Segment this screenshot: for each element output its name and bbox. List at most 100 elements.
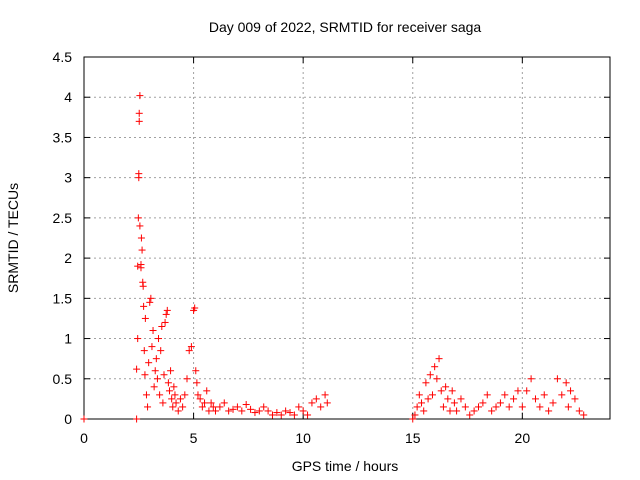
- x-tick-label: 20: [515, 430, 531, 446]
- data-point: [141, 371, 149, 379]
- data-point: [203, 387, 211, 395]
- data-point: [321, 391, 329, 399]
- data-point: [442, 383, 450, 391]
- data-point: [457, 395, 465, 403]
- data-point: [411, 411, 419, 419]
- data-point: [162, 310, 170, 318]
- plot-frame: [83, 56, 611, 420]
- data-point: [135, 170, 143, 178]
- data-point: [450, 399, 458, 407]
- data-point: [242, 401, 250, 409]
- data-point: [140, 302, 148, 310]
- data-point: [514, 387, 522, 395]
- data-point: [171, 391, 179, 399]
- data-point: [196, 395, 204, 403]
- data-point: [165, 387, 173, 395]
- x-axis-label: GPS time / hours: [292, 458, 399, 474]
- data-point: [142, 391, 150, 399]
- data-point: [133, 365, 141, 373]
- y-axis-label: SRMTID / TECUs: [5, 183, 21, 293]
- data-point: [159, 399, 167, 407]
- data-point: [424, 395, 432, 403]
- data-point: [251, 409, 259, 417]
- data-point: [160, 371, 168, 379]
- data-point: [299, 407, 307, 415]
- data-point: [187, 343, 195, 351]
- data-point: [282, 407, 290, 415]
- data-point: [194, 391, 202, 399]
- data-point: [216, 403, 224, 411]
- data-point: [170, 383, 178, 391]
- data-point: [134, 214, 142, 222]
- data-point: [277, 411, 285, 419]
- data-point: [426, 371, 434, 379]
- y-tick-label: 2.5: [53, 210, 73, 226]
- data-point: [492, 403, 500, 411]
- y-tick-label: 0: [64, 411, 72, 427]
- data-point: [453, 407, 461, 415]
- data-point: [575, 407, 583, 415]
- data-point: [155, 335, 163, 343]
- data-point: [145, 359, 153, 367]
- data-point: [201, 399, 209, 407]
- data-point: [198, 403, 206, 411]
- data-point: [518, 403, 526, 411]
- data-point: [220, 399, 228, 407]
- data-point: [461, 403, 469, 411]
- data-point: [422, 379, 430, 387]
- data-point: [523, 387, 531, 395]
- data-point: [150, 383, 158, 391]
- data-point: [147, 294, 155, 302]
- data-point: [273, 409, 281, 417]
- data-point: [317, 403, 325, 411]
- data-point: [413, 403, 421, 411]
- data-point: [212, 407, 219, 415]
- x-tick-label: 10: [295, 430, 311, 446]
- data-point: [580, 411, 588, 419]
- data-point: [418, 399, 426, 407]
- data-point: [133, 415, 141, 423]
- data-point: [167, 367, 175, 375]
- data-point: [153, 375, 161, 383]
- data-point: [163, 306, 171, 314]
- data-point: [323, 399, 331, 407]
- chart-title: Day 009 of 2022, SRMTID for receiver sag…: [209, 19, 482, 35]
- data-point: [531, 395, 539, 403]
- data-point: [183, 375, 191, 383]
- data-point: [286, 409, 294, 417]
- data-point: [255, 407, 263, 415]
- data-point: [470, 407, 478, 415]
- data-point: [479, 399, 487, 407]
- data-point: [229, 405, 237, 413]
- data-point: [446, 407, 454, 415]
- data-point: [466, 411, 474, 419]
- data-point: [152, 355, 160, 363]
- data-point: [571, 395, 579, 403]
- data-point: [80, 415, 88, 423]
- data-points: [80, 92, 588, 423]
- y-tick-label: 1.5: [53, 290, 73, 306]
- data-point: [290, 411, 298, 419]
- data-point: [545, 407, 553, 415]
- data-point: [151, 367, 159, 375]
- data-point: [168, 395, 176, 403]
- data-point: [137, 264, 145, 272]
- data-point: [225, 407, 233, 415]
- data-point: [169, 403, 177, 411]
- data-point: [510, 395, 518, 403]
- y-tick-label: 3.5: [53, 129, 73, 145]
- data-point: [415, 391, 423, 399]
- data-point: [149, 327, 157, 335]
- y-tick-label: 2: [64, 250, 72, 266]
- data-point: [156, 391, 164, 399]
- data-point: [540, 391, 548, 399]
- data-point: [136, 222, 144, 230]
- data-point: [209, 403, 217, 411]
- data-point: [193, 379, 201, 387]
- x-tick-label: 5: [190, 430, 198, 446]
- data-point: [179, 403, 187, 411]
- y-tick-label: 4: [64, 89, 72, 105]
- data-point: [148, 343, 156, 351]
- data-point: [176, 395, 184, 403]
- data-point: [527, 375, 535, 383]
